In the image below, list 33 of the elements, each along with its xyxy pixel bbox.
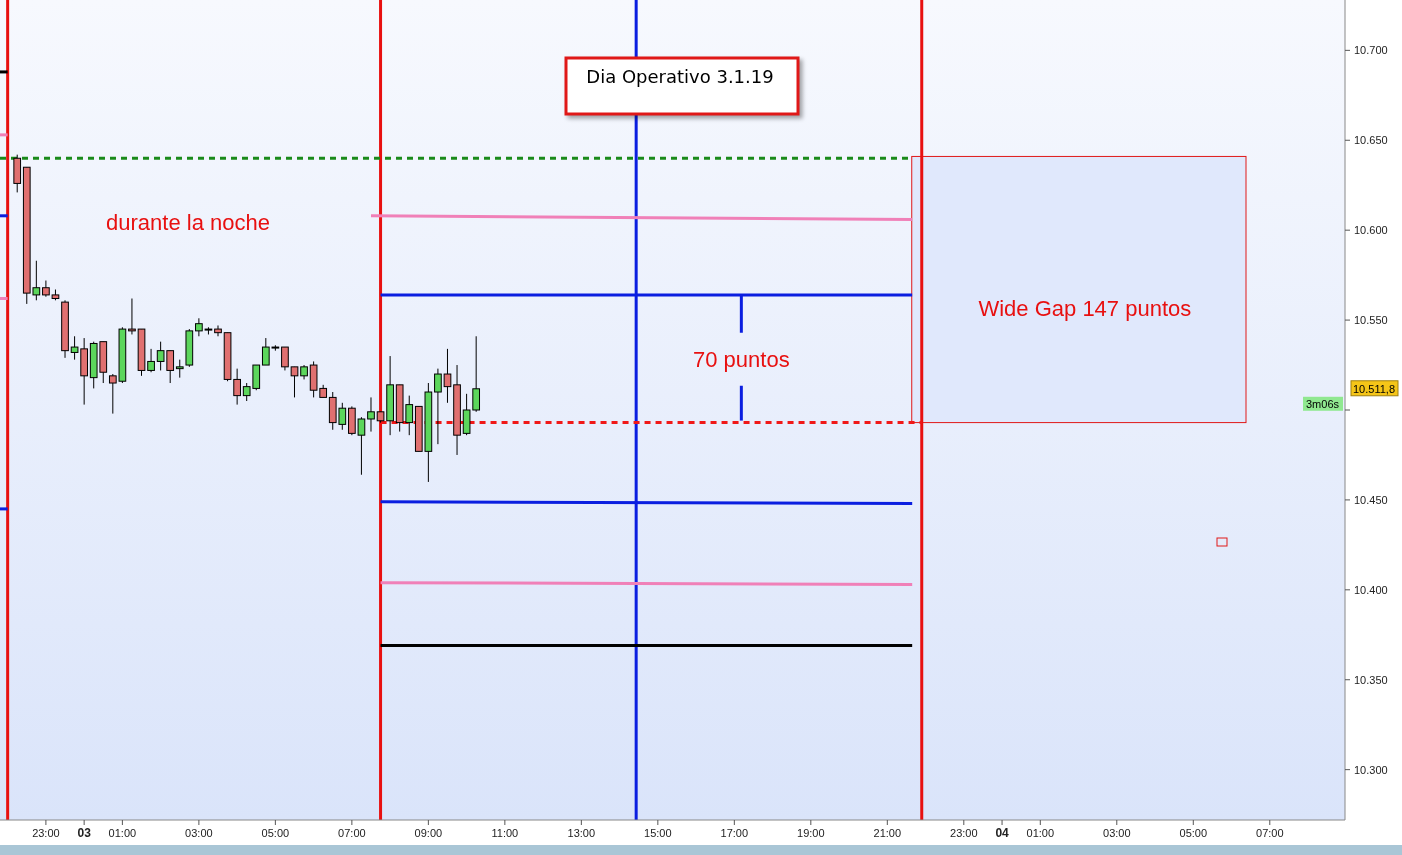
y-tick-label: 10.650 bbox=[1354, 134, 1388, 147]
x-tick-label: 03 bbox=[77, 826, 92, 840]
y-tick-label: 10.550 bbox=[1354, 314, 1388, 327]
annotation: 3m06s bbox=[1306, 397, 1340, 410]
x-tick-label: 15:00 bbox=[644, 827, 672, 839]
band-label: Wide Gap 147 puntos bbox=[978, 296, 1192, 322]
x-tick-label: 23:00 bbox=[950, 827, 978, 839]
y-tick-label: 10.450 bbox=[1354, 493, 1388, 506]
x-tick-label: 05:00 bbox=[261, 827, 290, 839]
x-tick-label: 07:00 bbox=[338, 827, 366, 839]
annotation: 70 puntos bbox=[693, 346, 790, 372]
x-tick-label: 21:00 bbox=[873, 827, 902, 839]
y-tick-label: 10.350 bbox=[1354, 673, 1388, 686]
y-tick-label: 10.600 bbox=[1354, 224, 1388, 237]
x-tick-label: 09:00 bbox=[414, 827, 443, 839]
annotation: Dia Operativo 3.1.19 bbox=[586, 66, 774, 87]
x-tick-label: 03:00 bbox=[185, 827, 213, 839]
y-tick-label: 10.300 bbox=[1354, 763, 1388, 776]
x-tick-label: 07:00 bbox=[1256, 827, 1284, 839]
text: 10.511,8 bbox=[1353, 382, 1396, 395]
annotation: durante la noche bbox=[106, 210, 270, 235]
x-tick-label: 19:00 bbox=[797, 827, 825, 839]
x-tick-label: 03:00 bbox=[1103, 827, 1131, 839]
y-tick-label: 10.700 bbox=[1354, 44, 1388, 57]
x-tick-label: 17:00 bbox=[720, 827, 749, 839]
x-tick-label: 23:00 bbox=[32, 827, 60, 839]
x-tick-label: 13:00 bbox=[567, 827, 596, 839]
x-tick-label: 05:00 bbox=[1179, 827, 1208, 839]
x-tick-label: 11:00 bbox=[491, 827, 519, 839]
x-tick-label: 04 bbox=[995, 826, 1010, 840]
y-tick-label: 10.400 bbox=[1354, 583, 1388, 596]
x-tick-label: 01:00 bbox=[108, 827, 137, 839]
x-tick-label: 01:00 bbox=[1026, 827, 1055, 839]
